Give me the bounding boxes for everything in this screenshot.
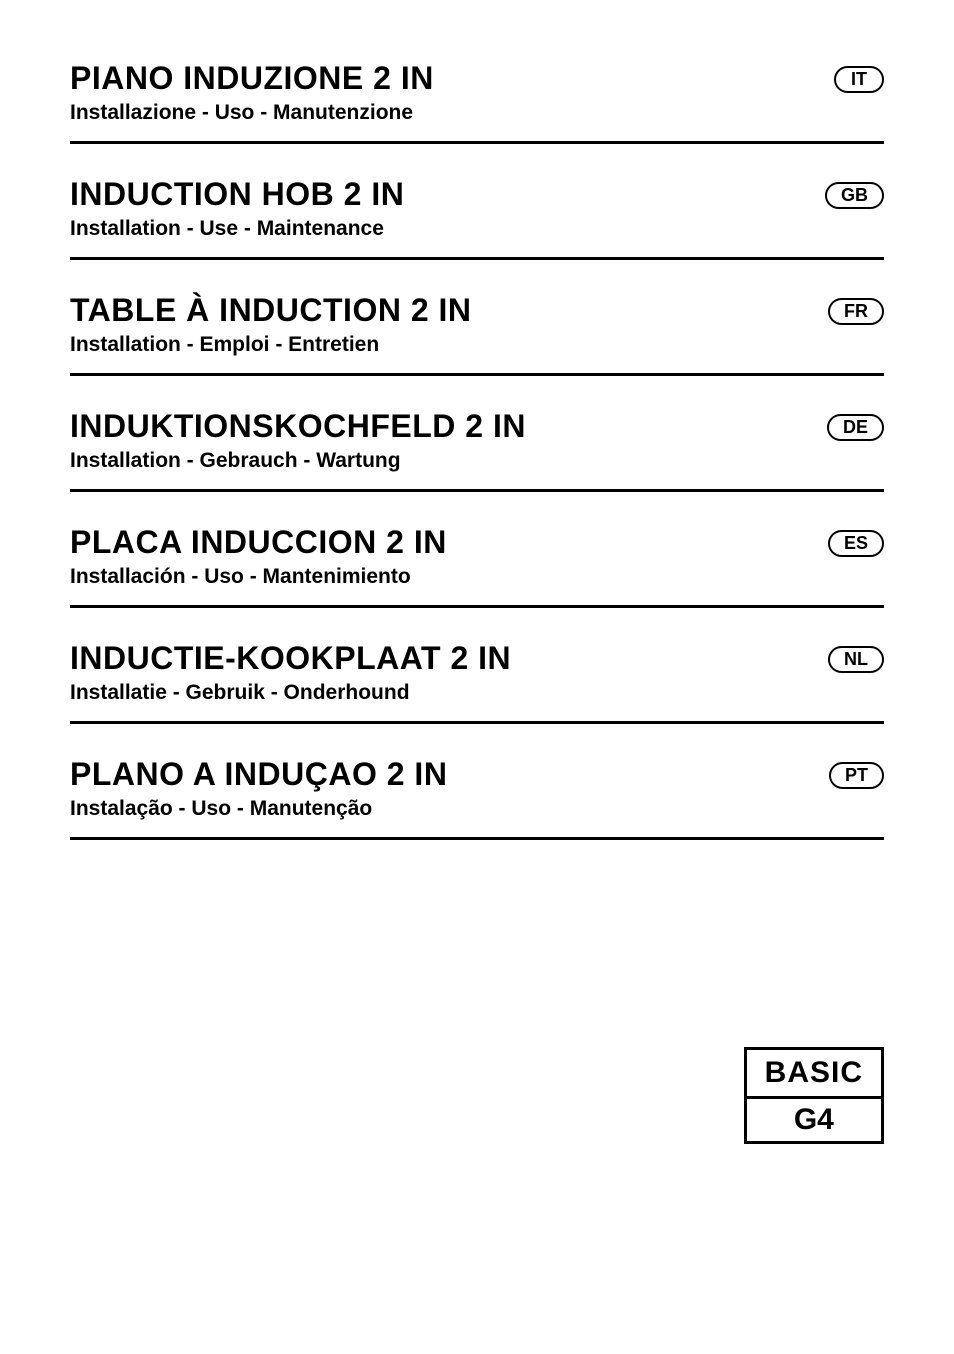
entry-title: INDUKTIONSKOCHFELD 2 IN: [70, 408, 526, 445]
entry-text-block: INDUKTIONSKOCHFELD 2 IN Installation - G…: [70, 408, 526, 473]
language-entry: TABLE À INDUCTION 2 IN Installation - Em…: [70, 260, 884, 376]
entry-subtitle: Installazione - Uso - Manutenzione: [70, 101, 434, 125]
entry-text-block: PLANO A INDUÇAO 2 IN Instalação - Uso - …: [70, 756, 447, 821]
language-entry: PIANO INDUZIONE 2 IN Installazione - Uso…: [70, 60, 884, 144]
entry-title: INDUCTIE-KOOKPLAAT 2 IN: [70, 640, 511, 677]
language-entry: INDUCTIE-KOOKPLAAT 2 IN Installatie - Ge…: [70, 608, 884, 724]
language-badge: ES: [828, 530, 884, 557]
language-entry: INDUKTIONSKOCHFELD 2 IN Installation - G…: [70, 376, 884, 492]
entry-subtitle: Installación - Uso - Mantenimiento: [70, 565, 447, 589]
entry-subtitle: Installation - Emploi - Entretien: [70, 333, 472, 357]
entry-title: PIANO INDUZIONE 2 IN: [70, 60, 434, 97]
entry-subtitle: Instalação - Uso - Manutenção: [70, 797, 447, 821]
entry-title: TABLE À INDUCTION 2 IN: [70, 292, 472, 329]
entry-text-block: PIANO INDUZIONE 2 IN Installazione - Uso…: [70, 60, 434, 125]
language-badge: NL: [828, 646, 884, 673]
entry-title: PLACA INDUCCION 2 IN: [70, 524, 447, 561]
entry-text-block: INDUCTIE-KOOKPLAAT 2 IN Installatie - Ge…: [70, 640, 511, 705]
language-entry: PLANO A INDUÇAO 2 IN Instalação - Uso - …: [70, 724, 884, 840]
entry-title: PLANO A INDUÇAO 2 IN: [70, 756, 447, 793]
model-bottom-label: G4: [747, 1099, 881, 1141]
entry-title: INDUCTION HOB 2 IN: [70, 176, 404, 213]
language-badge: PT: [829, 762, 884, 789]
entry-text-block: INDUCTION HOB 2 IN Installation - Use - …: [70, 176, 404, 241]
language-badge: GB: [825, 182, 884, 209]
entry-subtitle: Installatie - Gebruik - Onderhound: [70, 681, 511, 705]
entry-subtitle: Installation - Gebrauch - Wartung: [70, 449, 526, 473]
language-entries-list: PIANO INDUZIONE 2 IN Installazione - Uso…: [70, 60, 884, 840]
language-badge: DE: [827, 414, 884, 441]
entry-text-block: PLACA INDUCCION 2 IN Installación - Uso …: [70, 524, 447, 589]
model-top-label: BASIC: [747, 1050, 881, 1099]
language-entry: PLACA INDUCCION 2 IN Installación - Uso …: [70, 492, 884, 608]
language-badge: FR: [828, 298, 884, 325]
model-box: BASIC G4: [744, 1047, 884, 1144]
entry-subtitle: Installation - Use - Maintenance: [70, 217, 404, 241]
language-entry: INDUCTION HOB 2 IN Installation - Use - …: [70, 144, 884, 260]
language-badge: IT: [834, 66, 884, 93]
entry-text-block: TABLE À INDUCTION 2 IN Installation - Em…: [70, 292, 472, 357]
